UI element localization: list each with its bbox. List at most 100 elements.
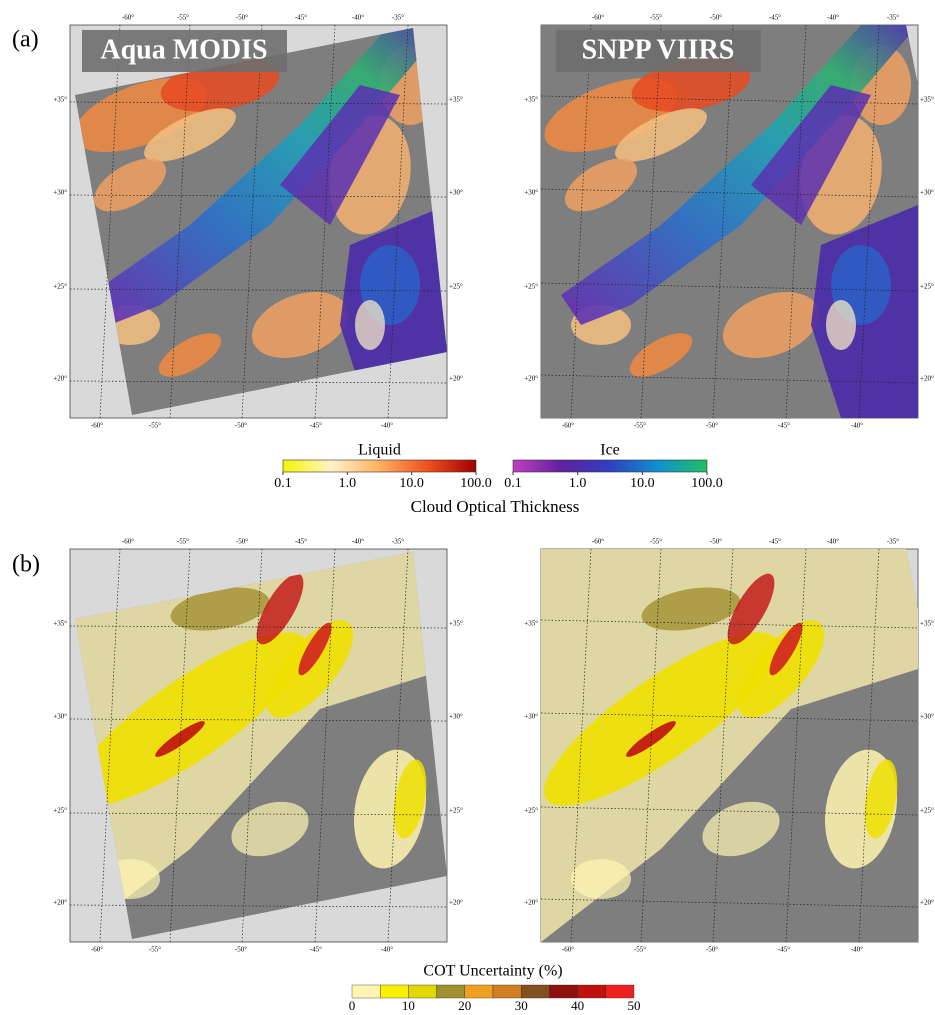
cloud [826,300,856,350]
map [540,24,919,419]
lon-label: -55° [177,14,189,22]
cloud [93,158,167,212]
cloud [641,587,741,631]
cloud [355,300,385,350]
graticule [570,548,592,943]
lon-label: -60° [122,14,134,22]
colorbar-segment [577,984,606,999]
lat-label: +20° [524,375,538,383]
lat-label: +35° [920,620,934,628]
lon-label: -60° [562,422,574,430]
lon-label: -60° [91,946,103,954]
lat-label: +20° [524,899,538,907]
lon-label: -60° [562,946,574,954]
graticule [785,24,807,419]
lon-label: -60° [91,422,103,430]
graticule [314,24,336,419]
lon-label: -45° [778,422,790,430]
lat-label: +25° [53,283,67,291]
lon-label: -40° [827,538,839,546]
lon-label: -35° [887,538,899,546]
colorbar-tick-label: 100.0 [460,476,492,491]
colorbar-label: COT Uncertainty (%) [423,963,562,980]
lat-label: +20° [53,899,67,907]
lon-label: -55° [634,422,646,430]
colorbar-segment [492,984,522,999]
ice-band [751,85,871,225]
lon-label: -50° [706,946,718,954]
graticule [858,548,880,943]
lon-label: -40° [352,14,364,22]
graticule [570,24,592,419]
lon-label: -45° [295,538,307,546]
colorbar-segment [521,984,550,999]
lat-label: +35° [449,620,463,628]
map [540,548,919,943]
title-box [82,30,287,72]
lat-label: +35° [920,96,934,104]
cloud [564,158,638,212]
lat-label: +35° [53,96,67,104]
lat-label: +30° [920,713,934,721]
map [69,24,448,419]
lon-label: -45° [769,538,781,546]
panel-label: (b) [12,552,40,578]
cloud [158,333,222,377]
lat-label: +25° [920,283,934,291]
graticule [858,24,880,419]
colorbar-tick-label: 100.0 [691,476,723,491]
colorbar-tick-label: 50 [628,998,641,1013]
lat-label: +30° [524,189,538,197]
lon-label: -40° [381,946,393,954]
colorbar-tick-label: 40 [571,998,584,1013]
lat-label: +20° [449,375,463,383]
colorbar-segment [464,984,494,999]
map [69,548,448,943]
graticule [99,24,121,419]
colorbar-title: Liquid [358,442,401,459]
graticule [387,548,409,943]
cloud [298,622,332,676]
lon-label: -50° [236,14,248,22]
colorbar-segment [605,984,635,999]
lat-label: +30° [449,189,463,197]
graticule [241,548,263,943]
cloud [170,587,270,631]
lon-label: -40° [827,14,839,22]
lat-label: +35° [524,620,538,628]
lat-label: +35° [53,620,67,628]
graticule [169,548,191,943]
colorbar-segment [549,984,578,999]
cloud [702,801,780,857]
cloud [75,632,307,806]
lon-label: -40° [352,538,364,546]
lon-label: -55° [177,538,189,546]
cloud [544,632,778,806]
lon-label: -55° [149,946,161,954]
colorbar-title: Ice [600,442,620,459]
lat-label: +25° [449,807,463,815]
lon-label: -45° [769,14,781,22]
lat-label: +25° [524,807,538,815]
lat-label: +20° [920,375,934,383]
panel-label: (a) [12,27,39,53]
lon-label: -35° [392,538,404,546]
lat-label: +30° [53,713,67,721]
lon-label: -60° [592,538,604,546]
colorbar-tick-label: 10.0 [399,476,424,491]
colorbar [282,459,477,473]
lon-label: -45° [310,946,322,954]
lon-label: -60° [122,538,134,546]
lon-label: -50° [235,422,247,430]
lat-label: +25° [449,283,463,291]
colorbar-tick-label: 0 [349,998,356,1013]
lon-label: -40° [851,422,863,430]
colorbar [512,459,708,473]
colorbar-tick-label: 20 [458,998,471,1013]
graticule [785,548,807,943]
lat-label: +20° [449,899,463,907]
swath [75,552,447,939]
map-title: Aqua MODIS [100,34,267,65]
colorbar-tick-label: 10.0 [630,476,655,491]
